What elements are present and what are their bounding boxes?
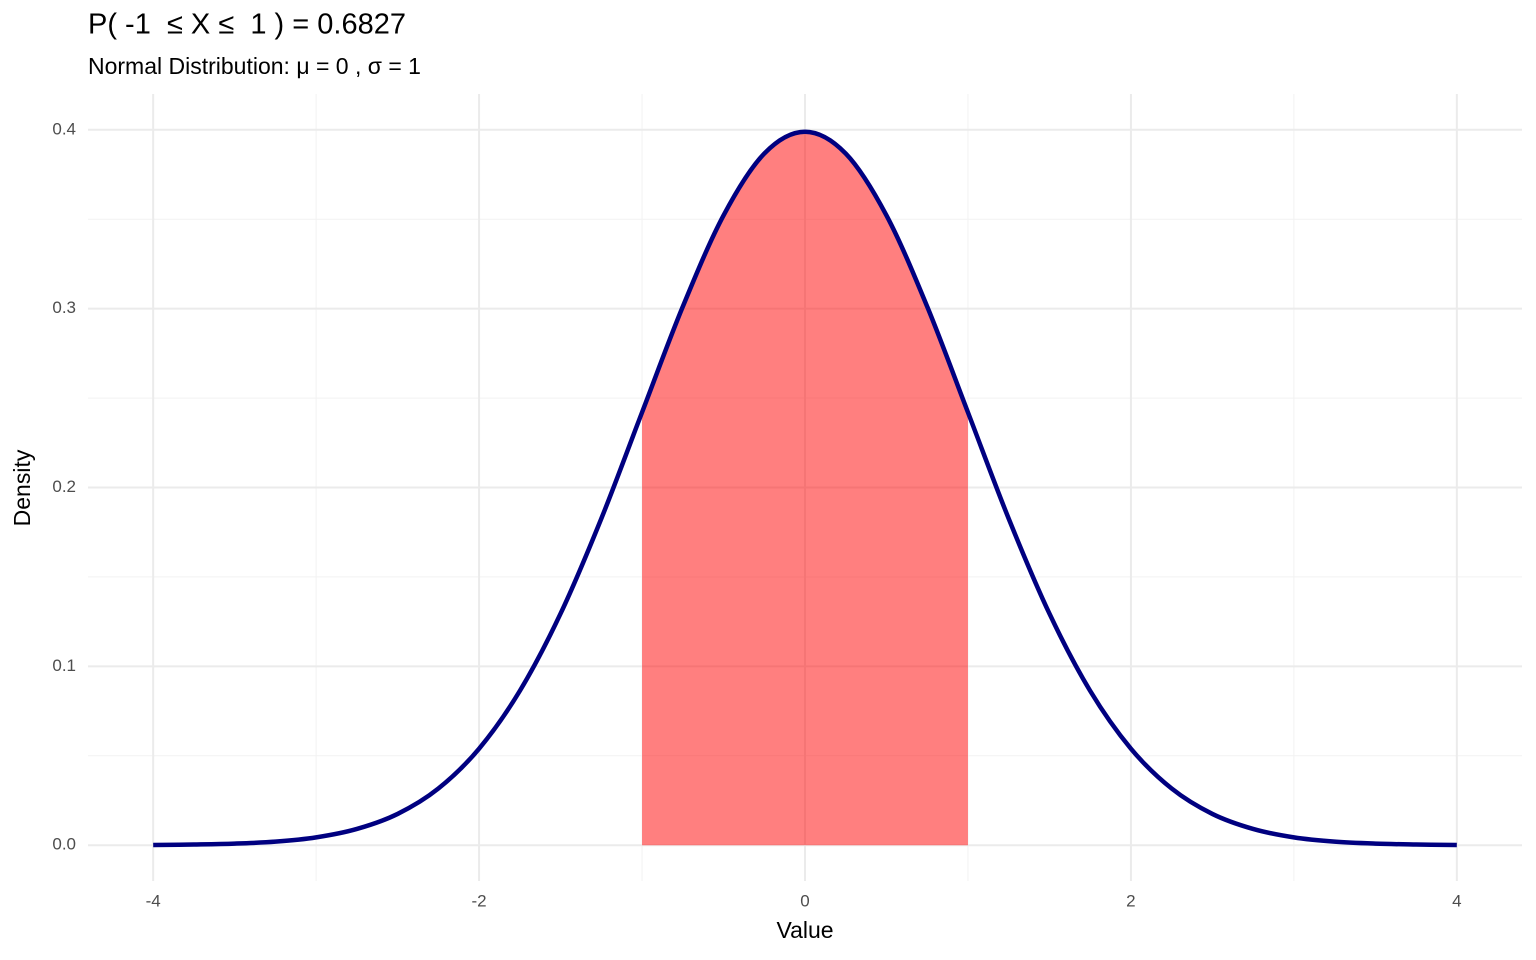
x-tick-label: 2 bbox=[1126, 891, 1135, 910]
y-tick-label: 0.4 bbox=[52, 119, 76, 138]
chart-subtitle: Normal Distribution: μ = 0 , σ = 1 bbox=[88, 53, 421, 79]
y-tick-label: 0.3 bbox=[52, 298, 76, 317]
x-tick-label: 4 bbox=[1452, 891, 1461, 910]
y-tick-label: 0.1 bbox=[52, 656, 76, 675]
shaded-area bbox=[642, 131, 968, 846]
x-tick-label: 0 bbox=[800, 891, 809, 910]
density-curve bbox=[153, 129, 1457, 848]
y-axis-title: Density bbox=[9, 449, 35, 526]
y-tick-label: 0.0 bbox=[52, 835, 76, 854]
chart-title: P( -1 ≤ X ≤ 1 ) = 0.6827 bbox=[88, 9, 406, 41]
x-tick-label: -4 bbox=[146, 891, 161, 910]
y-tick-label: 0.2 bbox=[52, 477, 76, 496]
x-tick-label: -2 bbox=[472, 891, 487, 910]
x-axis-title: Value bbox=[776, 917, 833, 943]
